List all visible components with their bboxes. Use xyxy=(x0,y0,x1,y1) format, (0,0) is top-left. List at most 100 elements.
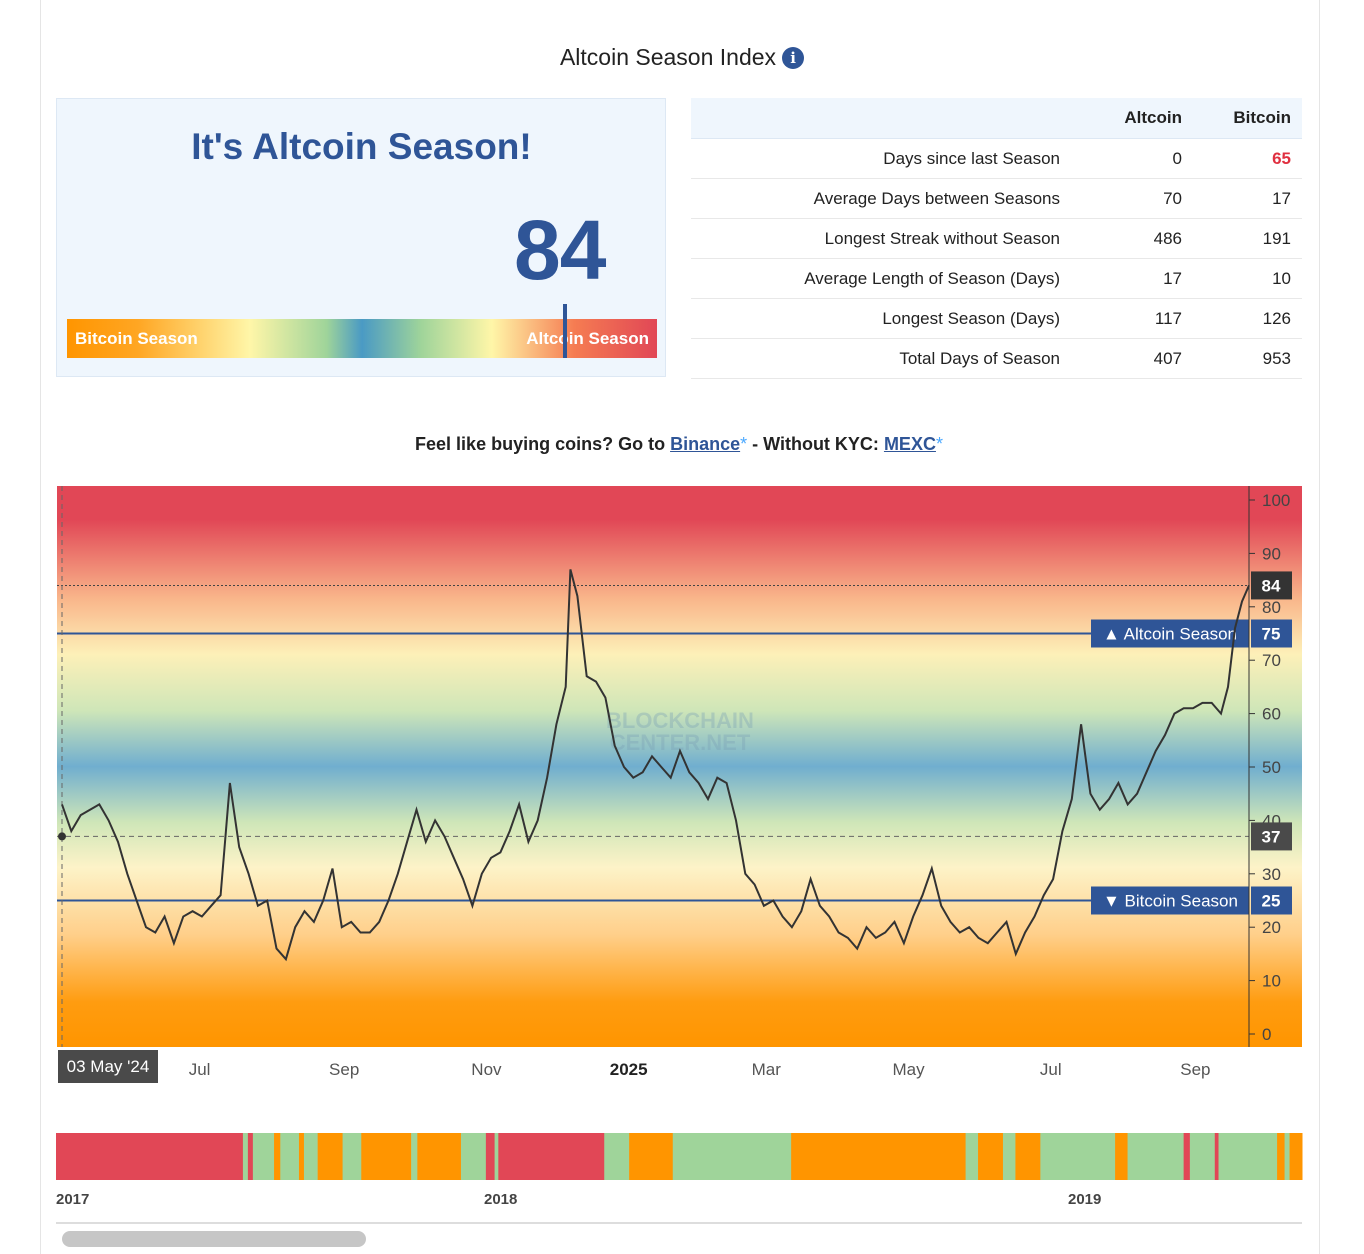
threshold-label-0: ▲ Altcoin Season xyxy=(1103,625,1237,644)
x-tick-label: Jul xyxy=(189,1060,211,1079)
navigator-segment xyxy=(56,1133,244,1180)
page-title-text: Altcoin Season Index xyxy=(559,44,777,70)
season-heading: It's Altcoin Season! xyxy=(191,126,532,167)
page-title: Altcoin Season Index i xyxy=(0,44,1364,71)
series-line xyxy=(61,569,1250,962)
row-label: Average Length of Season (Days) xyxy=(691,258,1083,299)
row-altcoin: 117 xyxy=(1083,298,1193,339)
x-tick-label: Nov xyxy=(471,1060,502,1079)
y-tick-label: 50 xyxy=(1262,758,1281,777)
y-tick-label: 80 xyxy=(1262,598,1281,617)
threshold-label-bg-0 xyxy=(1091,619,1249,648)
navigator-segment xyxy=(641,1133,674,1180)
index-value: 84 xyxy=(514,203,606,297)
navigator-segment xyxy=(1218,1133,1278,1180)
navigator-segment xyxy=(1002,1133,1016,1180)
stats-header-label xyxy=(691,98,1083,139)
stats-header-altcoin: Altcoin xyxy=(1083,98,1193,139)
stats-table: Altcoin Bitcoin Days since last Season 0 6… xyxy=(691,98,1302,379)
y-tick-label: 70 xyxy=(1262,651,1281,670)
row-label: Longest Streak without Season xyxy=(691,218,1083,259)
crosshair-date-bg xyxy=(58,1050,158,1083)
navigator-segment xyxy=(485,1133,496,1180)
threshold-label-bg-1 xyxy=(1091,886,1249,915)
table-row: Average Days between Seasons 70 17 xyxy=(691,178,1302,219)
navigator-segment xyxy=(252,1133,275,1180)
navigator-segment xyxy=(791,1133,967,1180)
gauge-right-label: Altcoin Season xyxy=(526,329,649,348)
binance-link[interactable]: Binance xyxy=(670,434,741,454)
chart-plot-area xyxy=(57,486,1249,1047)
navigator-segment xyxy=(1015,1133,1041,1180)
threshold-value-1: 25 xyxy=(1262,892,1281,911)
navigator-segment xyxy=(274,1133,281,1180)
scrollbar-thumb[interactable] xyxy=(62,1231,366,1247)
navigator-segment xyxy=(494,1133,499,1180)
promo-line: Feel like buying coins? Go to Binance* -… xyxy=(0,434,1358,455)
row-altcoin: 70 xyxy=(1083,178,1193,219)
row-bitcoin: 953 xyxy=(1193,338,1302,379)
row-altcoin: 17 xyxy=(1083,258,1193,299)
y-tick-label: 90 xyxy=(1262,544,1281,563)
x-tick-label: Sep xyxy=(329,1060,359,1079)
x-tick-label: Mar xyxy=(752,1060,782,1079)
crosshair-value-label: 37 xyxy=(1262,827,1281,846)
current-value-label: 84 xyxy=(1262,576,1281,595)
navigator-segment xyxy=(303,1133,319,1180)
navigator-segment xyxy=(1183,1133,1191,1180)
table-row: Longest Season (Days) 117 126 xyxy=(691,298,1302,339)
y-tick-label: 30 xyxy=(1262,865,1281,884)
row-altcoin: 486 xyxy=(1083,218,1193,259)
navigator-label: 2017 xyxy=(56,1191,89,1208)
navigator-segment xyxy=(679,1133,792,1180)
navigator-segment xyxy=(978,1133,1004,1180)
y-tick-label: 0 xyxy=(1262,1025,1271,1044)
info-icon[interactable]: i xyxy=(782,47,805,69)
navigator-segment xyxy=(1127,1133,1185,1180)
row-altcoin: 407 xyxy=(1083,338,1193,379)
navigator-segment xyxy=(1277,1133,1286,1180)
table-row: Days since last Season 0 65 xyxy=(691,138,1302,179)
navigator-segment xyxy=(247,1133,254,1180)
mexc-link[interactable]: MEXC xyxy=(883,434,936,454)
page-frame xyxy=(40,0,1320,1254)
navigator-segment xyxy=(672,1133,680,1180)
y-tick-label: 10 xyxy=(1262,972,1281,991)
binance-star: * xyxy=(740,434,748,454)
row-label: Longest Season (Days) xyxy=(691,298,1083,339)
row-altcoin: 0 xyxy=(1083,138,1193,179)
navigator-segment xyxy=(317,1133,344,1180)
crosshair-point xyxy=(58,832,66,841)
row-bitcoin: 10 xyxy=(1193,258,1302,299)
navigator-segment xyxy=(342,1133,362,1180)
navigator-label: 2018 xyxy=(484,1191,517,1208)
scrollbar-track[interactable] xyxy=(56,1222,1302,1224)
threshold-value-bg-1 xyxy=(1251,886,1292,915)
table-row: Average Length of Season (Days) 17 10 xyxy=(691,258,1302,299)
row-bitcoin: 65 xyxy=(1193,138,1302,179)
x-tick-label: May xyxy=(892,1060,925,1079)
navigator-segment xyxy=(604,1133,630,1180)
y-tick-label: 100 xyxy=(1262,491,1290,510)
navigator-segment xyxy=(411,1133,418,1180)
gauge-marker xyxy=(563,304,567,358)
row-label: Total Days of Season xyxy=(691,338,1083,379)
navigator-segment xyxy=(629,1133,643,1180)
navigator-segment xyxy=(298,1133,305,1180)
y-tick-label: 60 xyxy=(1262,705,1281,724)
threshold-label-1: ▼ Bitcoin Season xyxy=(1103,892,1238,911)
x-tick-label: 2025 xyxy=(610,1060,648,1079)
navigator-segment xyxy=(1284,1133,1291,1180)
navigator-segment xyxy=(361,1133,412,1180)
threshold-value-0: 75 xyxy=(1262,625,1281,644)
navigator-segment xyxy=(1289,1133,1303,1180)
table-row: Total Days of Season 407 953 xyxy=(691,338,1302,379)
row-bitcoin: 191 xyxy=(1193,218,1302,259)
row-label: Average Days between Seasons xyxy=(691,178,1083,219)
navigator-segment xyxy=(498,1133,605,1180)
navigator-segment xyxy=(1189,1133,1216,1180)
current-value-bg xyxy=(1251,571,1292,600)
threshold-value-bg-0 xyxy=(1251,619,1292,648)
watermark-line-1: BLOCKCHAIN xyxy=(606,708,754,733)
